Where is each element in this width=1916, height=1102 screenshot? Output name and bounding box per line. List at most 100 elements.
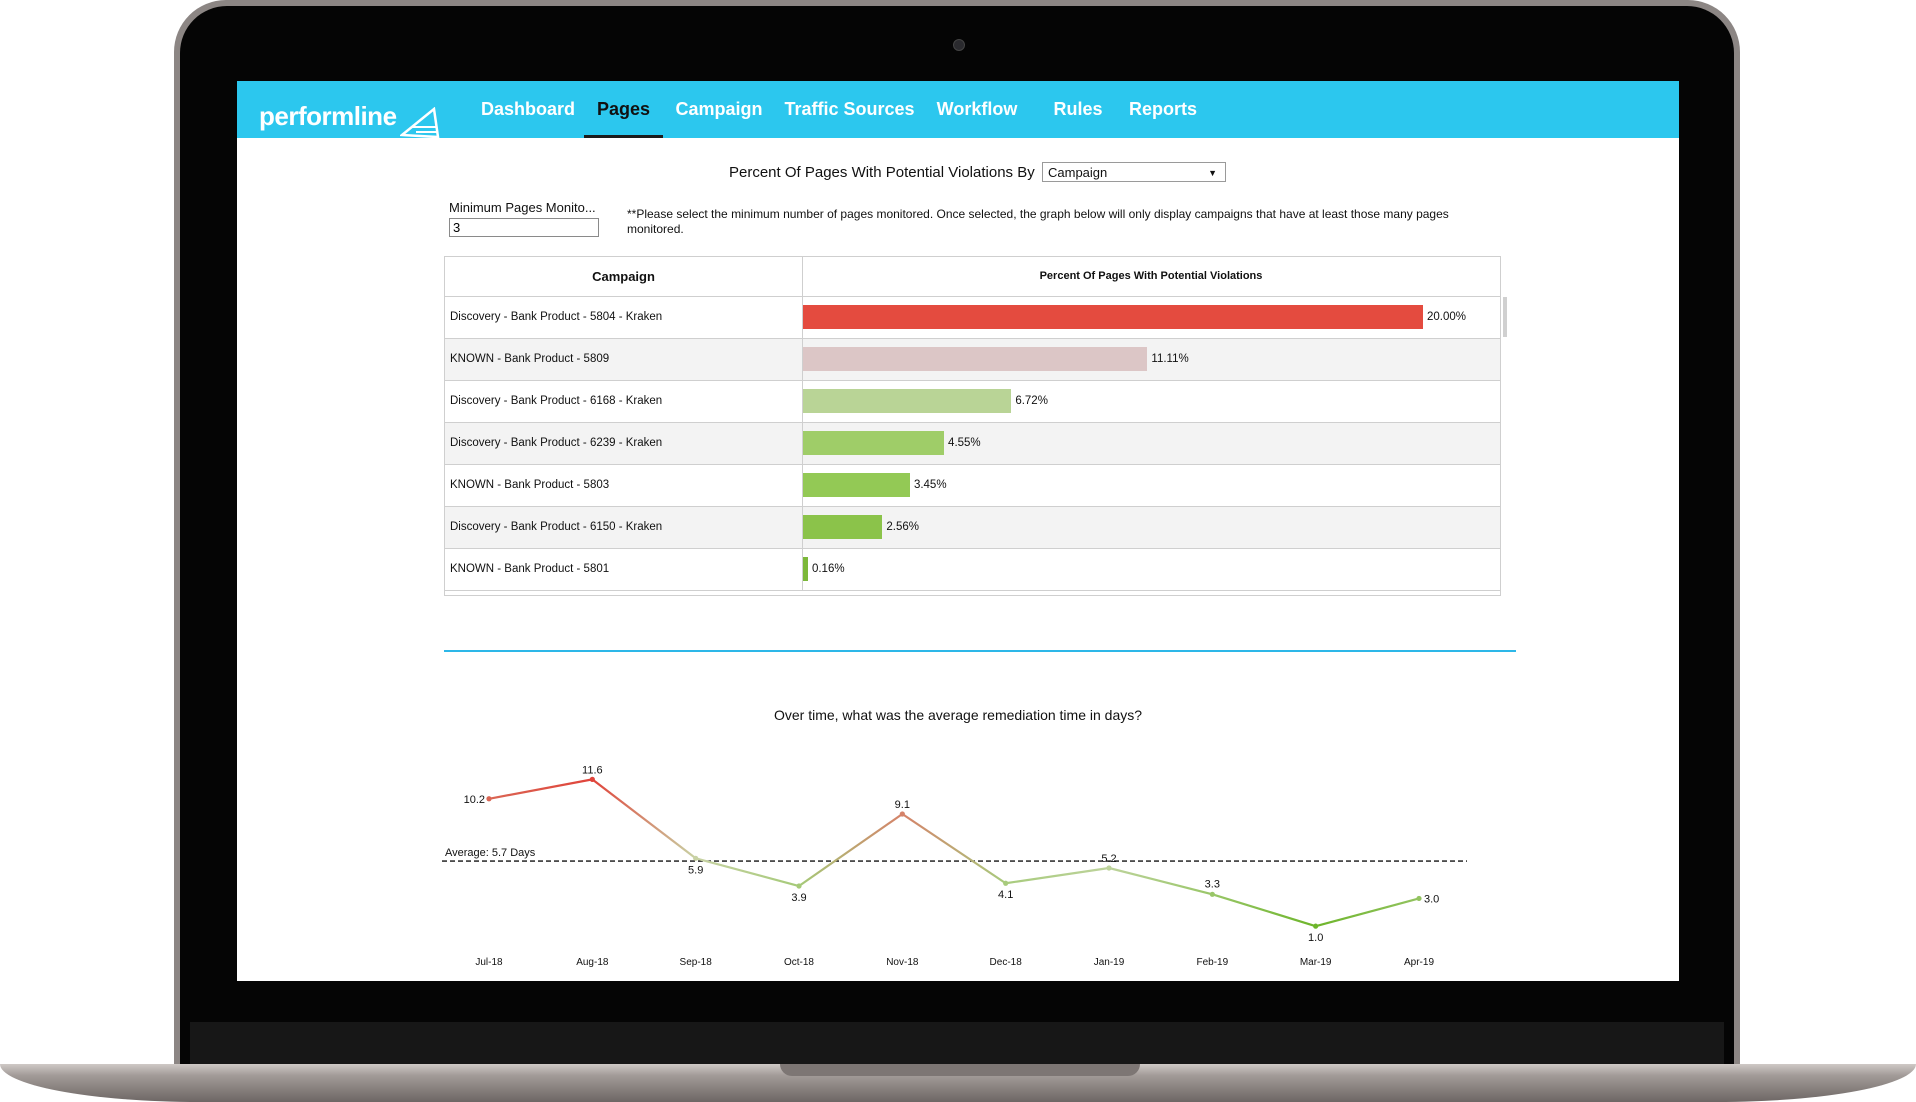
table-row[interactable]: KNOWN - Bank Product - 5809 11.11%	[445, 339, 1500, 381]
nav-reports[interactable]: Reports	[1128, 99, 1197, 119]
min-pages-note: **Please select the minimum number of pa…	[627, 207, 1449, 236]
bar-value-label: 3.45%	[913, 479, 947, 491]
data-label: 11.6	[582, 764, 603, 776]
data-point	[1003, 880, 1009, 886]
data-label: 9.1	[895, 799, 910, 811]
app-screen: performline Dashboard Pages Campaign Tra…	[237, 81, 1679, 981]
data-point	[693, 855, 699, 861]
data-label: 4.1	[998, 889, 1013, 901]
data-label: 3.0	[1424, 893, 1439, 905]
violation-bar[interactable]	[803, 305, 1423, 329]
data-label: 5.9	[688, 864, 703, 876]
x-tick-label: Mar-19	[1300, 957, 1332, 968]
laptop-chin	[190, 1022, 1724, 1064]
average-label: Average: 5.7 Days	[445, 847, 536, 859]
chart-title: Over time, what was the average remediat…	[773, 707, 1143, 723]
campaign-name: KNOWN - Bank Product - 5809	[450, 353, 610, 365]
series-segment	[694, 857, 801, 888]
campaign-name: Discovery - Bank Product - 6150 - Kraken	[450, 521, 663, 533]
campaign-name: Discovery - Bank Product - 5804 - Kraken	[450, 311, 663, 323]
cell-divider	[802, 423, 803, 464]
nav-traffic-sources[interactable]: Traffic Sources	[784, 99, 915, 119]
data-point	[1106, 865, 1112, 871]
table-body: Discovery - Bank Product - 5804 - Kraken…	[445, 297, 1500, 591]
group-by-value: Campaign	[1048, 165, 1108, 180]
min-pages-label: Minimum Pages Monito...	[449, 200, 596, 215]
nav-pages[interactable]: Pages	[584, 81, 663, 138]
table-row[interactable]: Discovery - Bank Product - 5804 - Kraken…	[445, 297, 1500, 339]
megaphone-icon	[400, 107, 440, 139]
section-divider	[444, 650, 1516, 652]
violation-bar[interactable]	[803, 431, 945, 455]
x-tick-label: Oct-18	[784, 957, 814, 968]
x-tick-label: Jul-18	[475, 957, 503, 968]
brand-logo[interactable]: performline	[259, 101, 440, 139]
violation-bar[interactable]	[803, 473, 910, 497]
column-header-percent[interactable]: Percent Of Pages With Potential Violatio…	[802, 257, 1500, 297]
bar-value-label: 2.56%	[886, 521, 919, 533]
x-tick-label: Jan-19	[1094, 957, 1125, 968]
x-tick-label: Dec-18	[990, 957, 1023, 968]
x-tick-label: Sep-18	[680, 957, 713, 968]
series-segment	[487, 778, 594, 800]
cell-divider	[802, 549, 803, 590]
dropdown-arrow-icon: ▼	[1208, 168, 1217, 178]
campaign-name: Discovery - Bank Product - 6239 - Kraken	[450, 437, 663, 449]
min-pages-input[interactable]: 3	[449, 218, 599, 237]
table-row[interactable]: Discovery - Bank Product - 6150 - Kraken…	[445, 507, 1500, 549]
data-label: 5.2	[1101, 853, 1116, 865]
data-point	[796, 883, 802, 889]
table-row[interactable]: Discovery - Bank Product - 6168 - Kraken…	[445, 381, 1500, 423]
bar-value-label: 4.55%	[948, 437, 981, 449]
data-label: 3.9	[791, 892, 806, 904]
data-label: 1.0	[1308, 932, 1323, 944]
remediation-line-chart: Average: 5.7 Days 10.2 Jul-18 11.6 Aug-18 5.9…	[442, 764, 1467, 968]
data-point	[1416, 895, 1422, 902]
x-tick-label: Nov-18	[886, 957, 919, 968]
campaign-name: Discovery - Bank Product - 6168 - Kraken	[450, 395, 663, 407]
series-segment	[591, 778, 697, 860]
x-tick-label: Feb-19	[1196, 957, 1228, 968]
table-scrollbar[interactable]	[1503, 297, 1507, 337]
nav-campaign[interactable]: Campaign	[675, 99, 763, 119]
cell-divider	[802, 297, 803, 338]
violation-bar[interactable]	[803, 557, 808, 581]
camera-icon	[953, 39, 965, 51]
bar-value-label: 6.72%	[1015, 395, 1048, 407]
data-point	[589, 776, 595, 782]
nav-workflow[interactable]: Workflow	[936, 99, 1018, 119]
bar-value-label: 11.11%	[1151, 353, 1189, 365]
violation-bar[interactable]	[803, 389, 1012, 413]
table-row[interactable]: KNOWN - Bank Product - 5803 3.45%	[445, 465, 1500, 507]
series-segment	[1314, 897, 1421, 928]
column-header-campaign[interactable]: Campaign	[445, 257, 803, 297]
cell-divider	[802, 465, 803, 506]
laptop-notch	[780, 1064, 1140, 1076]
series-segment	[901, 812, 1007, 885]
x-tick-label: Aug-18	[576, 957, 609, 968]
table-row[interactable]: KNOWN - Bank Product - 5801 0.16%	[445, 549, 1500, 591]
nav-rules[interactable]: Rules	[1053, 99, 1103, 119]
series-segment	[1107, 866, 1214, 896]
data-point	[899, 811, 905, 817]
cell-divider	[802, 339, 803, 380]
campaign-name: KNOWN - Bank Product - 5803	[450, 479, 610, 491]
nav-dashboard[interactable]: Dashboard	[480, 99, 576, 119]
violations-heading: Percent Of Pages With Potential Violatio…	[729, 164, 1035, 181]
table-row[interactable]: Discovery - Bank Product - 6239 - Kraken…	[445, 423, 1500, 465]
x-tick-label: Apr-19	[1404, 957, 1434, 968]
brand-name: performline	[259, 101, 397, 131]
bar-value-label: 0.16%	[811, 563, 845, 575]
campaign-name: KNOWN - Bank Product - 5801	[450, 563, 610, 575]
data-point	[1313, 923, 1319, 929]
violation-bar[interactable]	[803, 347, 1148, 371]
group-by-select[interactable]: Campaign ▼	[1042, 162, 1226, 182]
violation-bar[interactable]	[803, 515, 883, 539]
cell-divider	[802, 381, 803, 422]
cell-divider	[802, 507, 803, 548]
data-label: 3.3	[1205, 878, 1220, 890]
top-navbar: performline Dashboard Pages Campaign Tra…	[237, 81, 1679, 139]
series-segment	[1211, 893, 1317, 928]
data-label: 10.2	[464, 794, 485, 806]
series-segment	[1004, 866, 1111, 885]
